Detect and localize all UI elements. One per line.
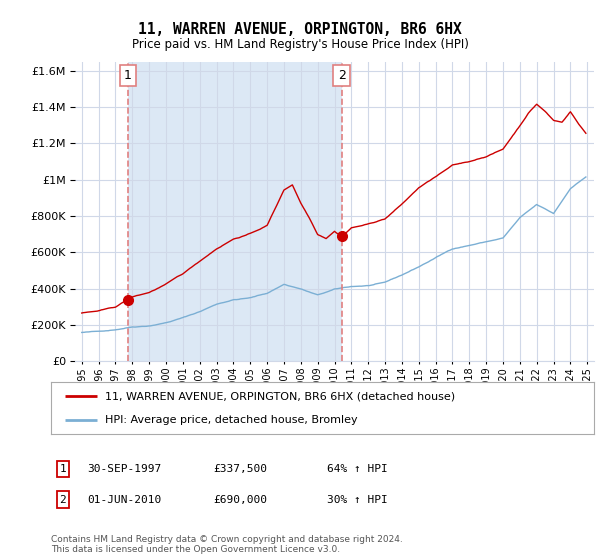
Text: 11, WARREN AVENUE, ORPINGTON, BR6 6HX (detached house): 11, WARREN AVENUE, ORPINGTON, BR6 6HX (d… [106,391,455,402]
Text: 64% ↑ HPI: 64% ↑ HPI [327,464,388,474]
Bar [128,62,341,361]
Text: Price paid vs. HM Land Registry's House Price Index (HPI): Price paid vs. HM Land Registry's House … [131,38,469,51]
Text: 30% ↑ HPI: 30% ↑ HPI [327,494,388,505]
Text: 2: 2 [59,494,67,505]
Text: £690,000: £690,000 [213,494,267,505]
Text: HPI: Average price, detached house, Bromley: HPI: Average price, detached house, Brom… [106,415,358,425]
Text: £337,500: £337,500 [213,464,267,474]
Text: 01-JUN-2010: 01-JUN-2010 [87,494,161,505]
Text: 2: 2 [338,69,346,82]
Text: 1: 1 [124,69,132,82]
Text: Contains HM Land Registry data © Crown copyright and database right 2024.
This d: Contains HM Land Registry data © Crown c… [51,535,403,554]
Text: 30-SEP-1997: 30-SEP-1997 [87,464,161,474]
Text: 1: 1 [59,464,67,474]
Text: 11, WARREN AVENUE, ORPINGTON, BR6 6HX: 11, WARREN AVENUE, ORPINGTON, BR6 6HX [138,22,462,38]
